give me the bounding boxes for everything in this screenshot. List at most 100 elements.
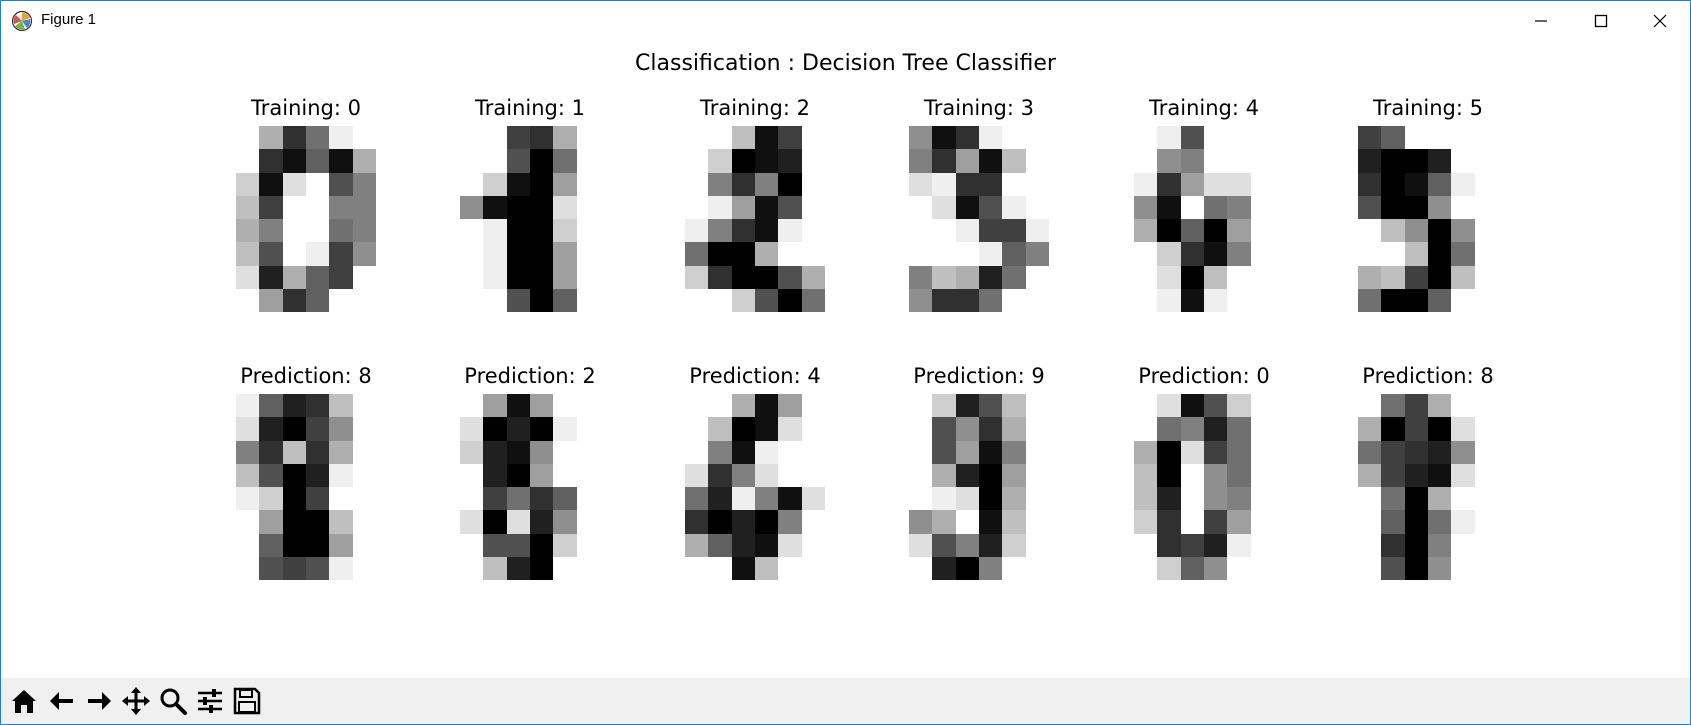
digit-pixel (236, 533, 260, 557)
pan-button[interactable] (118, 683, 154, 719)
digit-image (685, 126, 825, 312)
digit-pixel (282, 463, 306, 487)
digit-pixel (1358, 394, 1382, 418)
forward-button[interactable] (81, 683, 117, 719)
digit-pixel (731, 533, 755, 557)
digit-pixel (259, 242, 283, 266)
digit-pixel (1404, 195, 1428, 219)
digit-pixel (1451, 510, 1475, 534)
configure-subplots-button[interactable] (192, 683, 228, 719)
digit-pixel (932, 149, 956, 173)
digit-pixel (1180, 149, 1204, 173)
digit-pixel (576, 533, 600, 557)
digit-pixel (329, 219, 353, 243)
digit-pixel (708, 265, 732, 289)
digit-pixel (1428, 195, 1452, 219)
close-button[interactable] (1630, 1, 1690, 41)
digit-pixel (708, 195, 732, 219)
digit-pixel (1451, 394, 1475, 418)
digit-pixel (1157, 463, 1181, 487)
digit-pixel (778, 463, 802, 487)
digit-pixel (352, 219, 376, 243)
digit-pixel (460, 463, 484, 487)
digit-pixel (708, 219, 732, 243)
digit-pixel (1404, 510, 1428, 534)
digit-pixel (460, 242, 484, 266)
digit-pixel (1250, 533, 1274, 557)
back-button[interactable] (44, 683, 80, 719)
digit-pixel (352, 556, 376, 580)
digit-pixel (1002, 533, 1026, 557)
digit-pixel (1227, 126, 1251, 150)
home-button[interactable] (6, 683, 42, 719)
digit-pixel (460, 510, 484, 534)
digit-pixel (755, 265, 779, 289)
digit-pixel (460, 487, 484, 511)
digit-pixel (1451, 463, 1475, 487)
minimize-button[interactable] (1511, 1, 1571, 41)
digit-pixel (1134, 487, 1158, 511)
digit-pixel (979, 172, 1003, 196)
digit-pixel (530, 265, 554, 289)
digit-pixel (1358, 172, 1382, 196)
digit-pixel (708, 172, 732, 196)
digit-pixel (801, 533, 825, 557)
digit-pixel (460, 195, 484, 219)
digit-pixel (1474, 288, 1498, 312)
digit-pixel (352, 417, 376, 441)
digit-pixel (685, 556, 709, 580)
digit-pixel (553, 510, 577, 534)
save-button[interactable] (229, 683, 265, 719)
digit-pixel (1204, 265, 1228, 289)
digit-image (1134, 394, 1274, 580)
digit-pixel (236, 394, 260, 418)
digit-pixel (483, 288, 507, 312)
digit-pixel (909, 172, 933, 196)
digit-pixel (1451, 556, 1475, 580)
title-bar[interactable]: Figure 1 (1, 1, 1690, 41)
digit-pixel (731, 288, 755, 312)
digit-pixel (1381, 149, 1405, 173)
digit-pixel (1025, 394, 1049, 418)
digit-pixel (932, 556, 956, 580)
digit-pixel (979, 533, 1003, 557)
digit-pixel (259, 417, 283, 441)
figure-canvas[interactable]: Classification : Decision Tree Classifie… (1, 41, 1690, 677)
digit-pixel (909, 440, 933, 464)
digit-pixel (1204, 288, 1228, 312)
digit-pixel (979, 417, 1003, 441)
digit-pixel (755, 440, 779, 464)
digit-pixel (1428, 487, 1452, 511)
digit-pixel (1025, 556, 1049, 580)
digit-pixel (685, 440, 709, 464)
digit-pixel (306, 149, 330, 173)
digit-pixel (530, 394, 554, 418)
digit-pixel (801, 172, 825, 196)
digit-pixel (685, 533, 709, 557)
digit-pixel (685, 463, 709, 487)
zoom-button[interactable] (155, 683, 191, 719)
digit-pixel (329, 288, 353, 312)
digit-pixel (1428, 265, 1452, 289)
digit-pixel (979, 242, 1003, 266)
digit-pixel (755, 149, 779, 173)
digit-pixel (483, 556, 507, 580)
digit-pixel (1180, 288, 1204, 312)
digit-pixel (801, 126, 825, 150)
digit-pixel (708, 242, 732, 266)
digit-image (685, 394, 825, 580)
digit-pixel (778, 556, 802, 580)
digit-pixel (576, 556, 600, 580)
digit-pixel (1358, 487, 1382, 511)
digit-pixel (755, 288, 779, 312)
digit-pixel (801, 394, 825, 418)
digit-pixel (460, 265, 484, 289)
maximize-button[interactable] (1571, 1, 1631, 41)
digit-pixel (1404, 463, 1428, 487)
digit-image (1358, 394, 1498, 580)
digit-pixel (1157, 533, 1181, 557)
digit-pixel (708, 510, 732, 534)
prediction-title: Prediction: 4 (689, 364, 821, 388)
digit-pixel (306, 219, 330, 243)
digit-pixel (955, 417, 979, 441)
